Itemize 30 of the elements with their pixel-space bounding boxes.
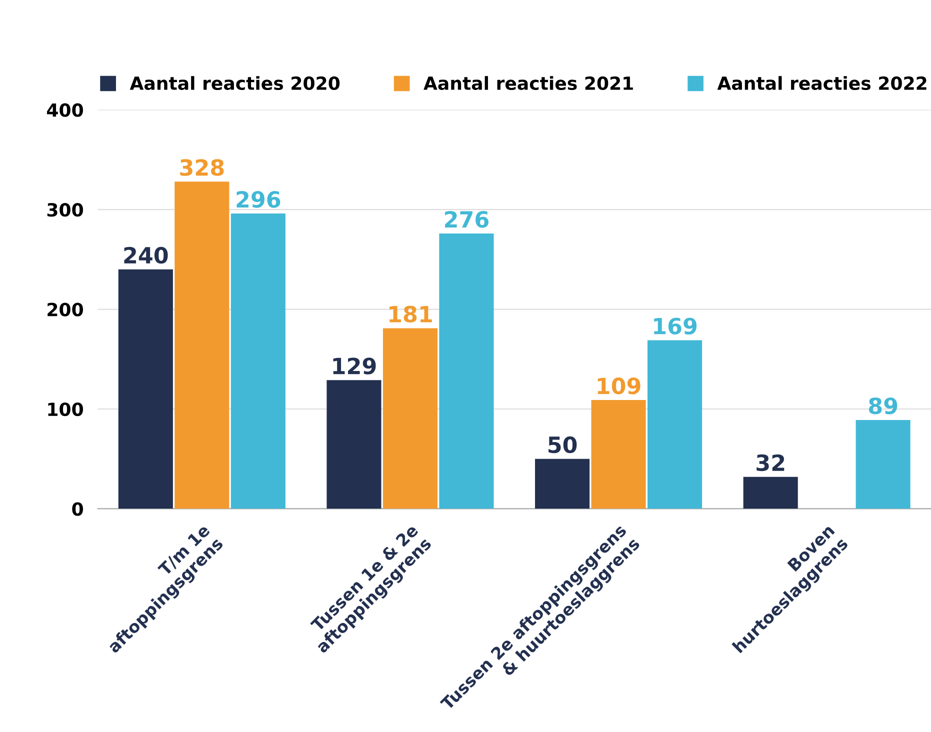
bar <box>591 400 646 509</box>
data-label: 169 <box>654 318 697 334</box>
legend-label: Aantal reacties 2020 <box>130 76 340 90</box>
data-label: 296 <box>236 191 280 208</box>
bar <box>535 458 590 509</box>
data-label: 50 <box>548 436 577 454</box>
data-label: 32 <box>756 454 784 472</box>
bar <box>230 214 286 509</box>
legend-label: Aantal reacties 2022 <box>717 76 926 90</box>
y-tick-label: 300 <box>47 202 84 217</box>
data-label: 240 <box>124 246 168 264</box>
data-label: 181 <box>390 306 432 323</box>
y-tick-label: 0 <box>72 502 84 516</box>
y-tick-label: 400 <box>46 103 84 117</box>
data-label: 129 <box>333 358 376 374</box>
bar <box>326 380 382 509</box>
y-tick-label: 100 <box>48 402 84 416</box>
data-label: 89 <box>868 397 898 414</box>
bar <box>743 476 798 509</box>
y-tick-label: 200 <box>48 302 84 316</box>
data-label: 109 <box>598 378 640 394</box>
bar <box>118 269 173 509</box>
data-label: 276 <box>445 210 488 228</box>
bar <box>382 328 438 509</box>
bar <box>856 420 910 509</box>
bar <box>439 233 494 509</box>
legend-label: Aantal reacties 2021 <box>424 76 633 90</box>
bar <box>648 340 702 509</box>
data-label: 328 <box>180 159 224 176</box>
bar <box>174 182 230 509</box>
